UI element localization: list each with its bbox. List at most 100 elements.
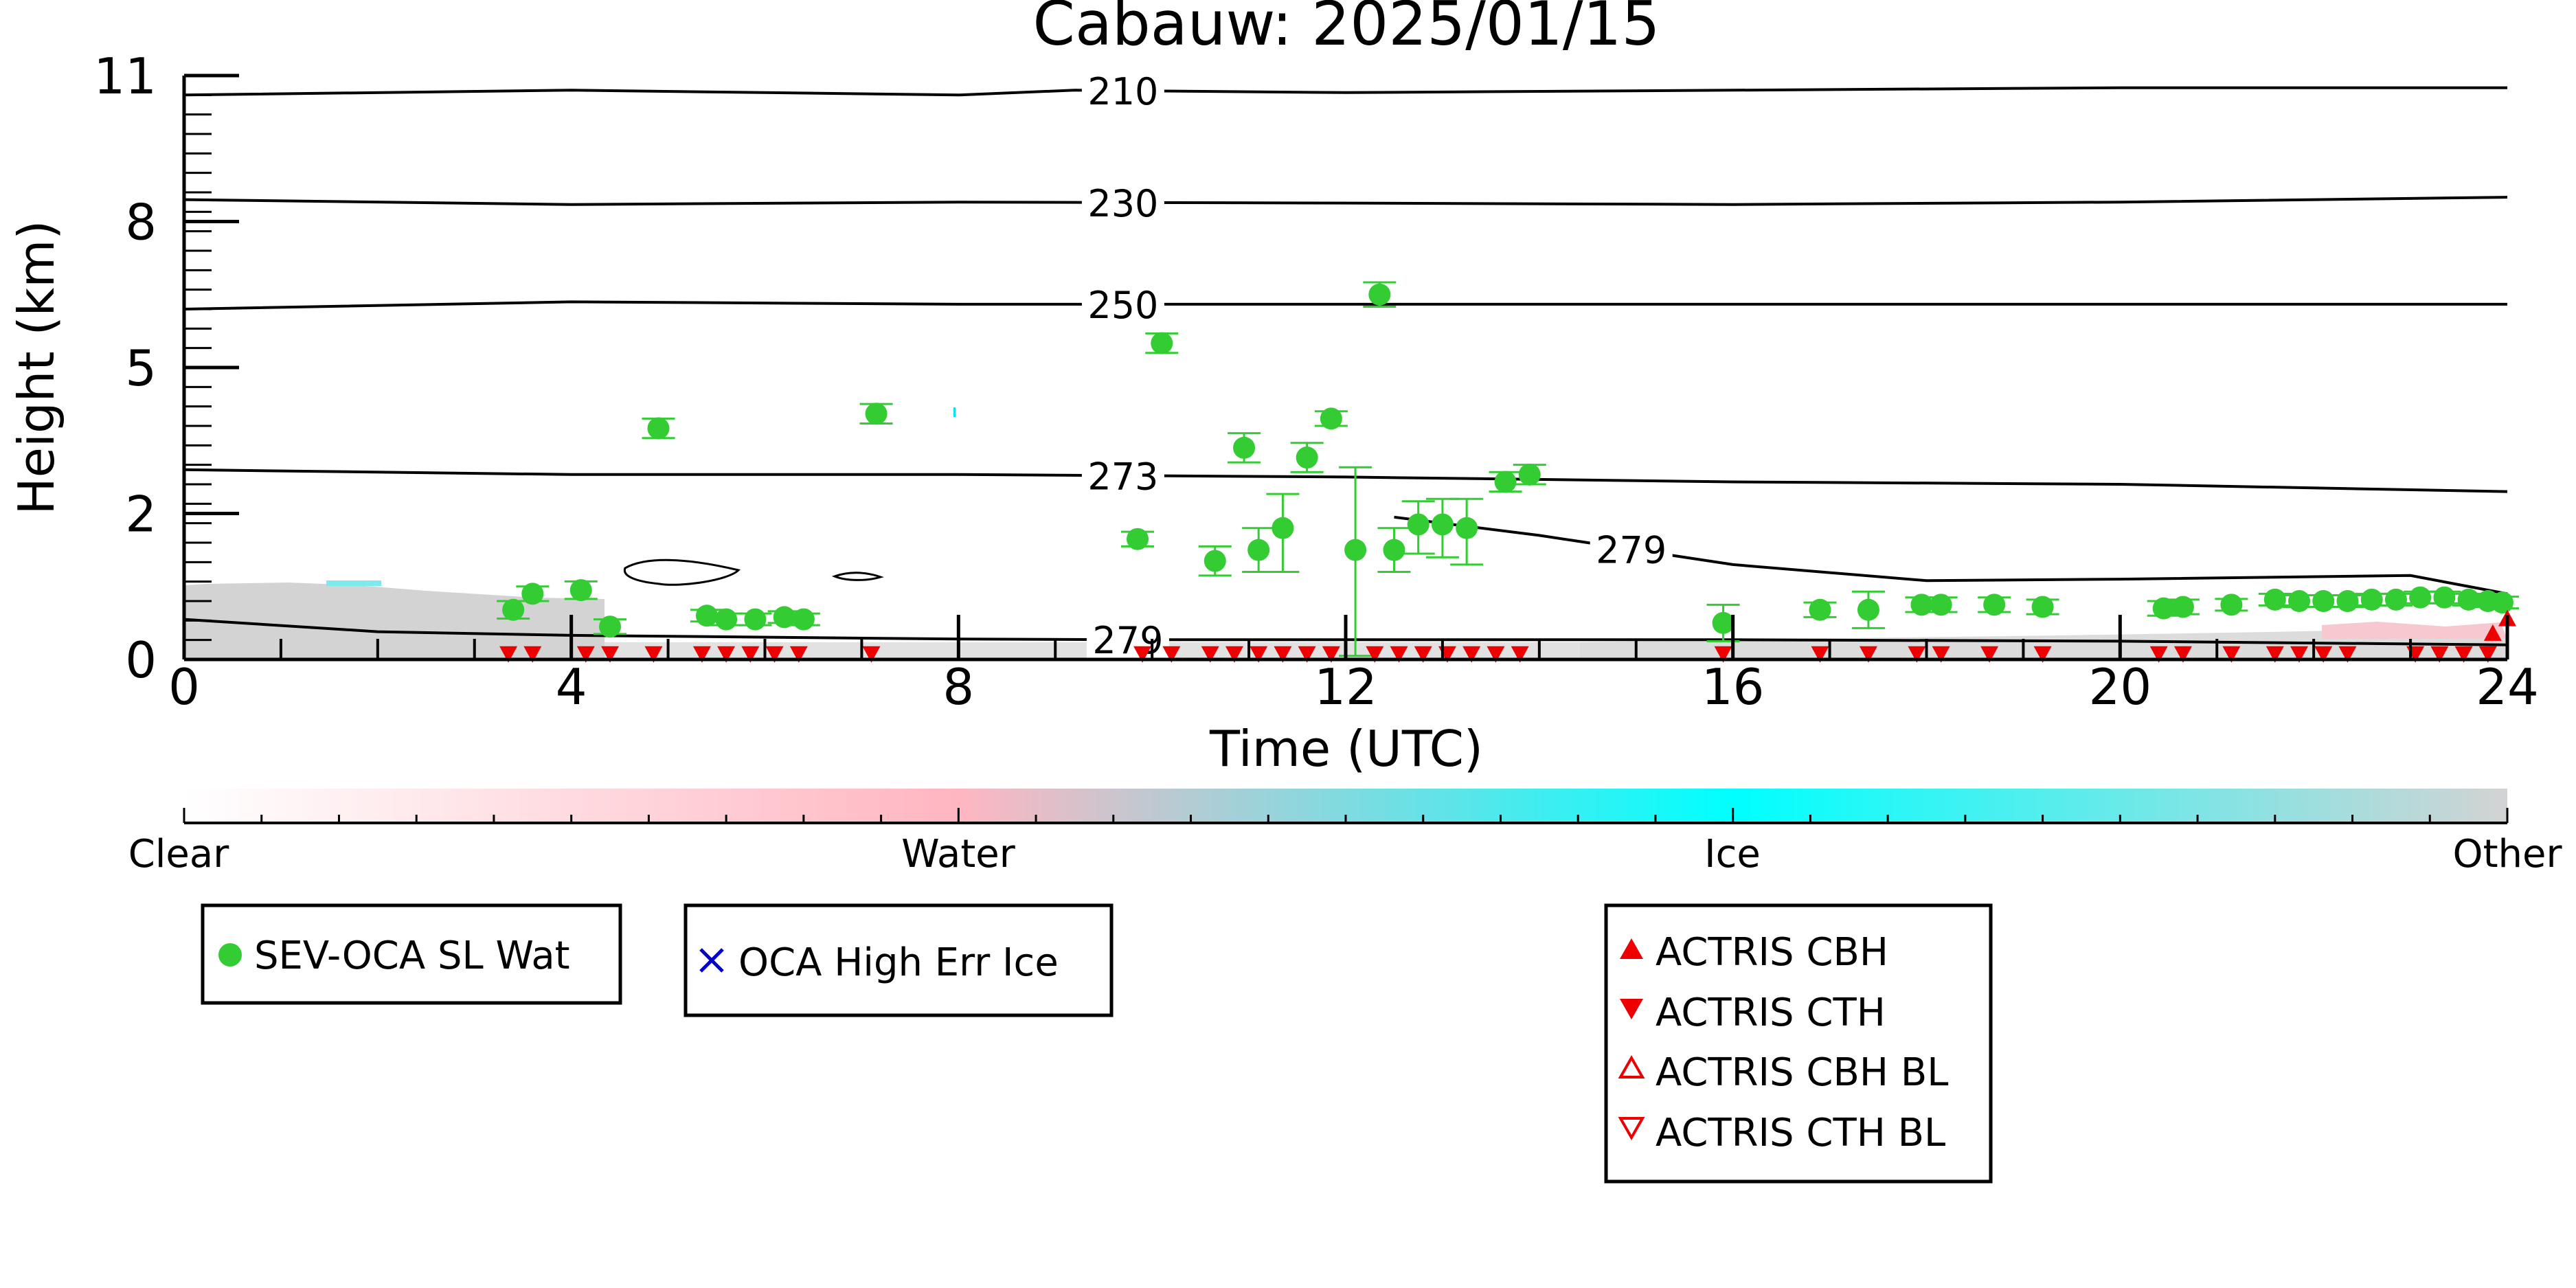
data-point <box>2263 588 2286 611</box>
x-tick-label: 8 <box>942 658 974 716</box>
axes: 0 2 5 8 11 0 4 8 12 16 20 24 <box>93 47 2538 716</box>
data-point <box>1857 598 1879 621</box>
ice-cloud-speck <box>953 407 956 417</box>
data-point <box>862 646 881 663</box>
closed-contour-loop <box>623 558 741 586</box>
data-point <box>1908 646 1926 663</box>
data-point <box>1809 598 1831 621</box>
y-tick-label: 11 <box>93 47 157 105</box>
legend-actris: ACTRIS CBH ACTRIS CTH ACTRIS CBH BL ACTR… <box>1604 903 1993 1184</box>
data-point <box>1456 517 1478 539</box>
data-point <box>1204 550 1226 572</box>
legend-label: SEV-OCA SL Wat <box>254 934 570 978</box>
legend-triangle-down-open-icon <box>1618 1117 1645 1141</box>
data-point <box>647 417 670 440</box>
contour-label: 210 <box>1087 70 1158 113</box>
data-point <box>601 646 620 663</box>
x-tick-label: 4 <box>556 658 587 716</box>
data-point <box>1462 646 1481 663</box>
legend-label: ACTRIS CBH <box>1656 930 1888 975</box>
data-point <box>499 646 518 663</box>
data-point <box>2338 646 2357 663</box>
data-point <box>1390 646 1408 663</box>
data-point <box>744 608 767 631</box>
y-tick-label: 5 <box>125 339 157 397</box>
data-point <box>789 646 808 663</box>
x-tick-label: 16 <box>1702 658 1765 716</box>
contour-label: 250 <box>1087 284 1158 327</box>
data-point <box>2483 624 2502 641</box>
contour-line <box>183 300 2507 310</box>
data-point <box>1932 646 1950 663</box>
data-point <box>1233 436 1256 459</box>
data-point <box>2384 588 2407 611</box>
x-tick-label: 20 <box>2089 658 2152 716</box>
y-tick-label: 0 <box>125 631 157 689</box>
legend-label: OCA High Err Ice <box>738 940 1059 985</box>
data-point <box>2288 590 2311 612</box>
colorbar-label-clear: Clear <box>128 832 229 877</box>
y-axis-label: Height (km) <box>8 221 65 515</box>
data-point <box>1714 646 1732 663</box>
data-point <box>2457 588 2480 611</box>
contour-label-bg <box>1086 619 1169 661</box>
closed-contour-loop-small <box>831 572 884 581</box>
legend-box <box>201 903 622 1005</box>
contour-label-bg <box>1081 283 1164 325</box>
y-tick-label: 2 <box>125 486 157 543</box>
data-point <box>1518 463 1541 486</box>
data-point <box>1930 594 1952 616</box>
data-point <box>1980 646 1999 663</box>
contour-label-bg <box>1590 528 1673 570</box>
data-point <box>644 646 663 663</box>
data-point <box>521 583 544 605</box>
data-point <box>2266 646 2284 663</box>
x-tick-label: 24 <box>2476 658 2539 716</box>
data-point <box>1910 594 1933 616</box>
contour-label: 273 <box>1087 455 1158 498</box>
contour-line <box>1394 515 2508 596</box>
data-point <box>1250 646 1268 663</box>
legend-sev-oca: SEV-OCA SL Wat <box>201 903 622 1005</box>
data-point <box>2290 646 2309 663</box>
data-point <box>715 608 738 631</box>
data-point <box>2033 646 2052 663</box>
data-point <box>502 598 525 621</box>
data-point <box>1247 539 1270 561</box>
data-point <box>1127 528 1149 550</box>
data-point <box>1712 611 1735 634</box>
x-axis-label: Time (UTC) <box>1209 720 1483 778</box>
legend-blue-x-marker <box>699 948 724 973</box>
data-point <box>2409 586 2432 609</box>
data-point <box>1298 646 1316 663</box>
data-point <box>1274 646 1292 663</box>
data-point <box>1162 646 1181 663</box>
data-point <box>2222 646 2241 663</box>
data-point <box>2360 588 2383 611</box>
contour-line <box>183 196 2508 206</box>
data-point <box>1414 646 1432 663</box>
data-point <box>1859 646 1877 663</box>
data-point <box>523 646 542 663</box>
data-point <box>1811 646 1829 663</box>
colorbar-label-other: Other <box>2452 832 2562 877</box>
data-point <box>2491 591 2513 614</box>
data-point <box>773 606 795 629</box>
data-point <box>2312 590 2335 612</box>
data-point <box>1133 646 1152 663</box>
data-point <box>1366 646 1384 663</box>
data-point <box>741 646 760 663</box>
data-point <box>692 646 711 663</box>
contour-label: 230 <box>1087 182 1158 225</box>
classification-colorbar: Clear Water Ice Other <box>128 789 2562 877</box>
data-point <box>569 579 592 602</box>
colorbar-label-ice: Ice <box>1704 832 1761 877</box>
data-point <box>1322 646 1340 663</box>
data-point <box>2152 597 2175 620</box>
data-point <box>2171 596 2194 618</box>
data-point <box>765 646 784 663</box>
colorbar-ticks <box>183 808 2509 824</box>
legend-triangle-up-icon <box>1620 938 1643 959</box>
